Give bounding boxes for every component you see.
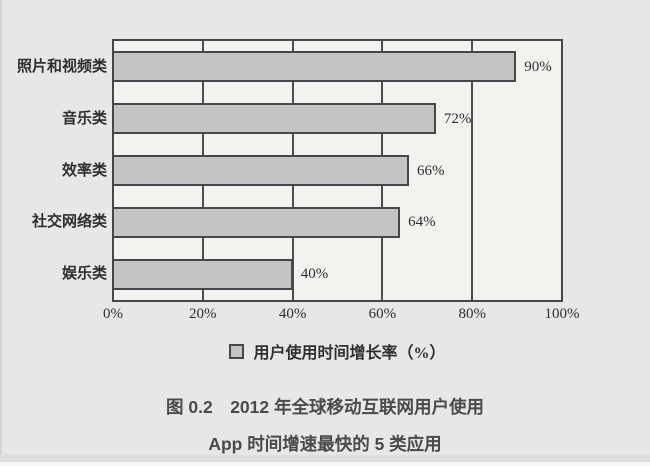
x-tick-label-2: 40% (278, 306, 307, 322)
bar-4 (114, 258, 293, 290)
x-tick-label-1: 20% (189, 306, 217, 322)
category-label-0: 照片和视频类 (16, 58, 107, 75)
category-label-1: 音乐类 (61, 110, 107, 127)
value-label-2: 66% (417, 162, 445, 179)
category-label-2: 效率类 (61, 162, 107, 179)
x-tick-label-4: 80% (458, 306, 486, 322)
figure-caption: 图 0.2 2012 年全球移动互联网用户使用 App 时间增速最快的 5 类应… (0, 397, 650, 454)
value-label-3: 64% (408, 214, 436, 231)
left-edge-shade (0, 0, 2, 466)
bar-2 (114, 155, 410, 186)
bar-1 (114, 103, 436, 135)
caption-line-2: App 时间增速最快的 5 类应用 (208, 434, 442, 454)
x-tick-label-5: 100% (544, 306, 580, 322)
legend-label: 用户使用时间增长率（%） (253, 345, 446, 362)
bottom-edge-shade (0, 455, 650, 462)
plot-area: 90% 72% 66% 64% 40% (112, 39, 563, 302)
value-label-1: 72% (443, 110, 472, 127)
x-tick-label-3: 60% (368, 306, 397, 322)
legend-swatch-icon (229, 343, 245, 359)
x-tick-label-0: 0% (103, 306, 123, 322)
category-label-4: 娱乐类 (61, 266, 107, 283)
bar-0 (114, 51, 517, 83)
caption-line-1: 图 0.2 2012 年全球移动互联网用户使用 (166, 397, 484, 417)
value-label-0: 90% (524, 58, 552, 75)
gridline-80 (470, 41, 473, 300)
bottom-edge-highlight (0, 462, 650, 466)
legend: 用户使用时间增长率（%） (112, 339, 563, 363)
category-label-3: 社交网络类 (31, 214, 107, 231)
bar-3 (114, 206, 401, 238)
value-label-4: 40% (300, 266, 329, 283)
